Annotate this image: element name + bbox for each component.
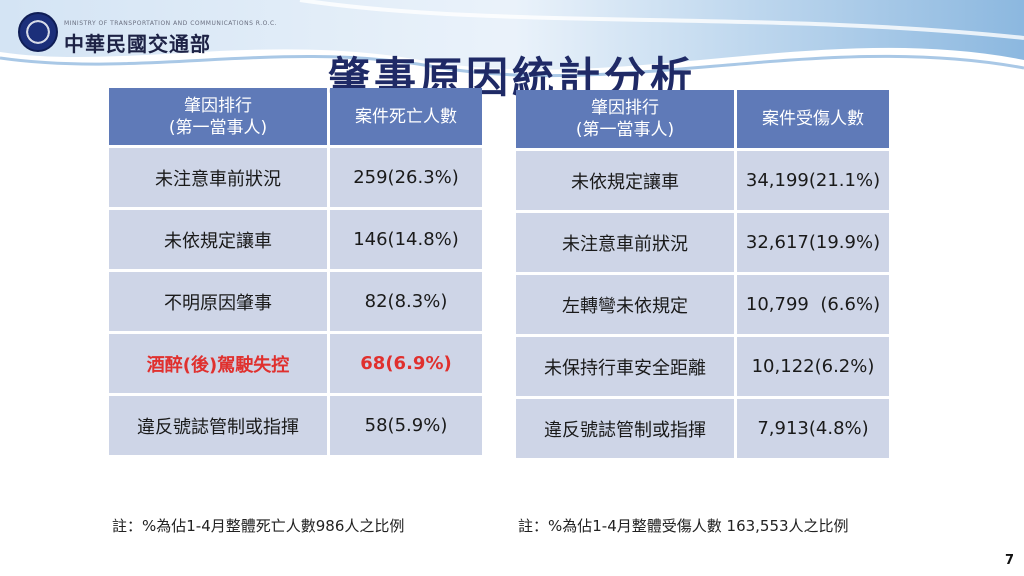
table-row: 違反號誌管制或指揮 58(5.9%) — [109, 396, 482, 455]
value-cell: 10,799 (6.6%) — [737, 275, 889, 334]
cause-cell: 不明原因肇事 — [109, 272, 327, 331]
value-cell: 146(14.8%) — [330, 210, 482, 269]
value-cell: 259(26.3%) — [330, 148, 482, 207]
table-row: 未注意車前狀況 259(26.3%) — [109, 148, 482, 207]
table-row: 左轉彎未依規定 10,799 (6.6%) — [516, 275, 889, 334]
cause-cell: 未依規定讓車 — [109, 210, 327, 269]
table-row: 不明原因肇事 82(8.3%) — [109, 272, 482, 331]
cause-cell: 未依規定讓車 — [516, 151, 734, 210]
cause-cell: 未注意車前狀況 — [516, 213, 734, 272]
ministry-name-zh: 中華民國交通部 — [64, 32, 211, 56]
header-cause-text: 肇因排行 (第一當事人) — [575, 98, 675, 140]
value-cell: 68(6.9%) — [330, 334, 482, 393]
value-cell: 58(5.9%) — [330, 396, 482, 455]
column-header-cause: 肇因排行 (第一當事人) — [109, 88, 327, 145]
injury-cause-table: 肇因排行 (第一當事人) 案件受傷人數 未依規定讓車 34,199(21.1%)… — [513, 87, 892, 461]
value-cell: 32,617(19.9%) — [737, 213, 889, 272]
header-wave-decoration — [0, 0, 1024, 78]
cause-cell: 未注意車前狀況 — [109, 148, 327, 207]
ministry-logo: MINISTRY OF TRANSPORTATION AND COMMUNICA… — [18, 8, 277, 56]
value-cell: 34,199(21.1%) — [737, 151, 889, 210]
cause-cell: 違反號誌管制或指揮 — [516, 399, 734, 458]
table-row: 違反號誌管制或指揮 7,913(4.8%) — [516, 399, 889, 458]
value-cell: 10,122(6.2%) — [737, 337, 889, 396]
header-cause-text: 肇因排行 (第一當事人) — [168, 95, 268, 138]
column-header-injuries: 案件受傷人數 — [737, 90, 889, 148]
table-row: 未注意車前狀況 32,617(19.9%) — [516, 213, 889, 272]
table-row: 未依規定讓車 146(14.8%) — [109, 210, 482, 269]
table-row: 未保持行車安全距離 10,122(6.2%) — [516, 337, 889, 396]
column-header-cause: 肇因排行 (第一當事人) — [516, 90, 734, 148]
value-cell: 82(8.3%) — [330, 272, 482, 331]
injury-footnote: 註：%為佔1-4月整體受傷人數 163,553人之比例 — [518, 517, 849, 535]
table-row-highlighted: 酒醉(後)駕駛失控 68(6.9%) — [109, 334, 482, 393]
cause-cell: 未保持行車安全距離 — [516, 337, 734, 396]
table-header-row: 肇因排行 (第一當事人) 案件死亡人數 — [109, 88, 482, 145]
fatality-cause-table: 肇因排行 (第一當事人) 案件死亡人數 未注意車前狀況 259(26.3%) 未… — [106, 85, 485, 458]
table-header-row: 肇因排行 (第一當事人) 案件受傷人數 — [516, 90, 889, 148]
cause-cell: 違反號誌管制或指揮 — [109, 396, 327, 455]
value-cell: 7,913(4.8%) — [737, 399, 889, 458]
column-header-deaths: 案件死亡人數 — [330, 88, 482, 145]
ministry-name-en: MINISTRY OF TRANSPORTATION AND COMMUNICA… — [64, 20, 278, 27]
cause-cell: 酒醉(後)駕駛失控 — [109, 334, 327, 393]
table-row: 未依規定讓車 34,199(21.1%) — [516, 151, 889, 210]
cause-cell: 左轉彎未依規定 — [516, 275, 734, 334]
fatality-footnote: 註：%為佔1-4月整體死亡人數986人之比例 — [112, 517, 405, 535]
page-number: 7 — [1004, 553, 1014, 568]
ministry-seal-icon — [18, 12, 58, 52]
